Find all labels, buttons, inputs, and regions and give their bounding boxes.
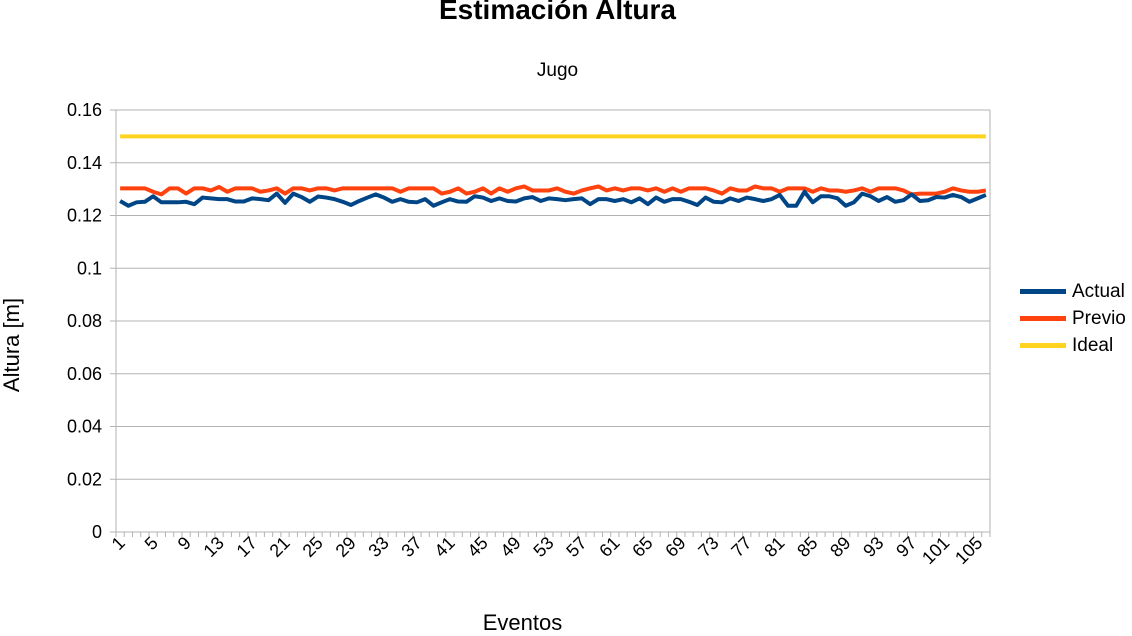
x-tick-label: 9 bbox=[174, 533, 195, 554]
x-tick-label: 105 bbox=[951, 533, 986, 568]
x-tick-label: 5 bbox=[141, 533, 162, 554]
y-tick-label: 0.04 bbox=[67, 417, 102, 437]
y-tick-label: 0.08 bbox=[67, 311, 102, 331]
legend-item-actual: Actual bbox=[1020, 278, 1126, 305]
x-tick-label: 101 bbox=[918, 533, 953, 568]
y-tick-label: 0.14 bbox=[67, 153, 102, 173]
y-tick-label: 0.02 bbox=[67, 469, 102, 489]
legend-label-ideal: Ideal bbox=[1072, 334, 1114, 356]
legend-swatch-actual bbox=[1020, 289, 1066, 294]
x-axis-label: Eventos bbox=[482, 610, 563, 635]
y-tick-label: 0.1 bbox=[77, 258, 102, 278]
legend-label-previo: Previo bbox=[1072, 307, 1126, 329]
legend-item-ideal: Ideal bbox=[1020, 332, 1126, 359]
y-tick-label: 0.16 bbox=[67, 100, 102, 120]
chart-subtitle: Jugo bbox=[536, 60, 579, 81]
legend-item-previo: Previo bbox=[1020, 305, 1126, 332]
legend-swatch-previo bbox=[1020, 316, 1066, 321]
legend-label-actual: Actual bbox=[1072, 280, 1125, 302]
legend-swatch-ideal bbox=[1020, 343, 1066, 348]
y-tick-label: 0.12 bbox=[67, 206, 102, 226]
legend: Actual Previo Ideal bbox=[1020, 278, 1126, 359]
y-tick-label: 0.06 bbox=[67, 364, 102, 384]
y-tick-label: 0 bbox=[92, 522, 102, 542]
y-axis-label: Altura [m] bbox=[0, 297, 24, 393]
chart-title: Estimación Altura bbox=[438, 0, 676, 25]
x-tick-label: 1 bbox=[108, 533, 129, 554]
series-line-previo bbox=[120, 184, 987, 197]
series-line-actual bbox=[119, 189, 987, 208]
